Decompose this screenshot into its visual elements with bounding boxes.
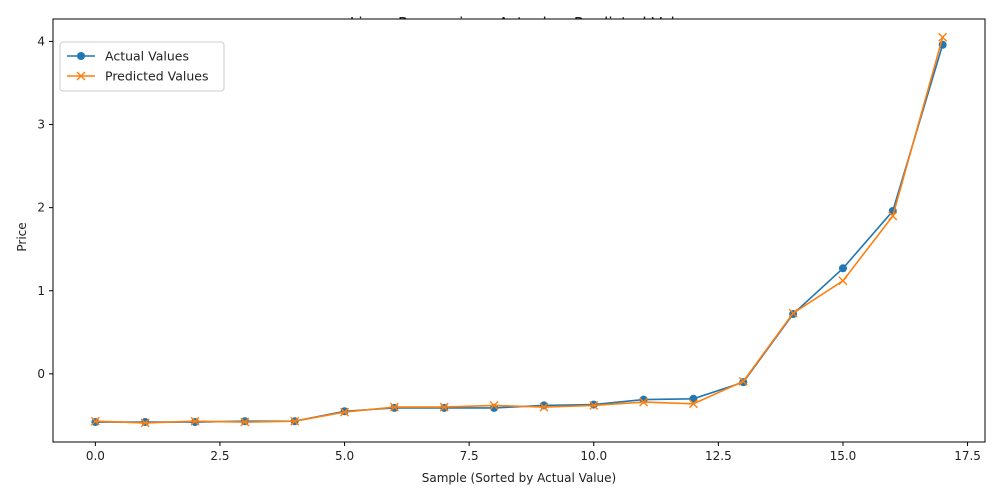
legend: Actual Values Predicted Values	[59, 41, 225, 92]
y-tick-label: 1	[37, 284, 45, 298]
marker-stroke	[90, 416, 100, 426]
data-point-predicted	[639, 397, 649, 407]
legend-marker-predicted	[76, 71, 86, 81]
data-point-predicted	[489, 400, 499, 410]
marker-stroke	[140, 418, 150, 428]
data-point-actual	[539, 401, 548, 410]
marker-stroke	[439, 402, 449, 412]
x-tick-label: 10.0	[580, 449, 607, 463]
marker-stroke	[938, 32, 948, 42]
x-tick-label: 7.5	[460, 449, 479, 463]
marker-stroke	[389, 402, 399, 412]
marker-stroke	[240, 417, 250, 427]
marker-stroke	[489, 400, 499, 410]
data-point-predicted	[688, 399, 698, 409]
data-point-predicted	[190, 416, 200, 426]
data-point-predicted	[240, 417, 250, 427]
data-point-predicted	[788, 308, 798, 318]
x-tick-label: 5.0	[335, 449, 354, 463]
legend-box	[59, 41, 225, 92]
x-axis: 0.0 2.5 5.0 7.5 10.0 12.5 15.0 17.5	[86, 442, 981, 463]
marker-stroke	[290, 416, 300, 426]
marker-stroke	[838, 276, 848, 286]
series-line-1	[95, 37, 944, 424]
marker-stroke	[539, 402, 549, 412]
x-tick-label: 0.0	[86, 449, 105, 463]
marker-stroke	[888, 211, 898, 221]
y-tick-label: 3	[37, 118, 45, 132]
x-tick-label: 17.5	[954, 449, 981, 463]
data-point-predicted	[140, 418, 150, 428]
data-point-predicted	[888, 211, 898, 221]
legend-label: Predicted Values	[105, 69, 209, 84]
x-axis-label: Sample (Sorted by Actual Value)	[422, 471, 616, 485]
series-layer	[90, 32, 948, 428]
data-point-predicted	[938, 32, 948, 42]
data-point-predicted	[738, 376, 748, 386]
data-point-predicted	[539, 402, 549, 412]
y-axis: 0 1 2 3 4	[37, 34, 53, 381]
data-point-predicted	[340, 407, 350, 417]
y-tick-label: 0	[37, 367, 45, 381]
data-point-predicted	[439, 402, 449, 412]
marker-stroke	[190, 416, 200, 426]
marker-stroke	[738, 376, 748, 386]
y-tick-label: 2	[37, 201, 45, 215]
data-point-predicted	[838, 276, 848, 286]
legend-label: Actual Values	[105, 49, 189, 64]
x-tick-label: 15.0	[830, 449, 857, 463]
x-tick-label: 2.5	[210, 449, 229, 463]
y-axis-label: Price	[15, 222, 29, 251]
marker-stroke	[340, 407, 350, 417]
marker-stroke	[639, 397, 649, 407]
legend-marker-actual	[77, 52, 85, 60]
marker-stroke	[788, 308, 798, 318]
data-point-actual	[838, 264, 847, 273]
data-point-predicted	[589, 400, 599, 410]
x-tick-label: 12.5	[705, 449, 732, 463]
marker-stroke	[688, 399, 698, 409]
marker-stroke	[589, 400, 599, 410]
data-point-predicted	[389, 402, 399, 412]
y-tick-label: 4	[37, 34, 45, 48]
data-point-predicted	[290, 416, 300, 426]
data-point-predicted	[90, 416, 100, 426]
